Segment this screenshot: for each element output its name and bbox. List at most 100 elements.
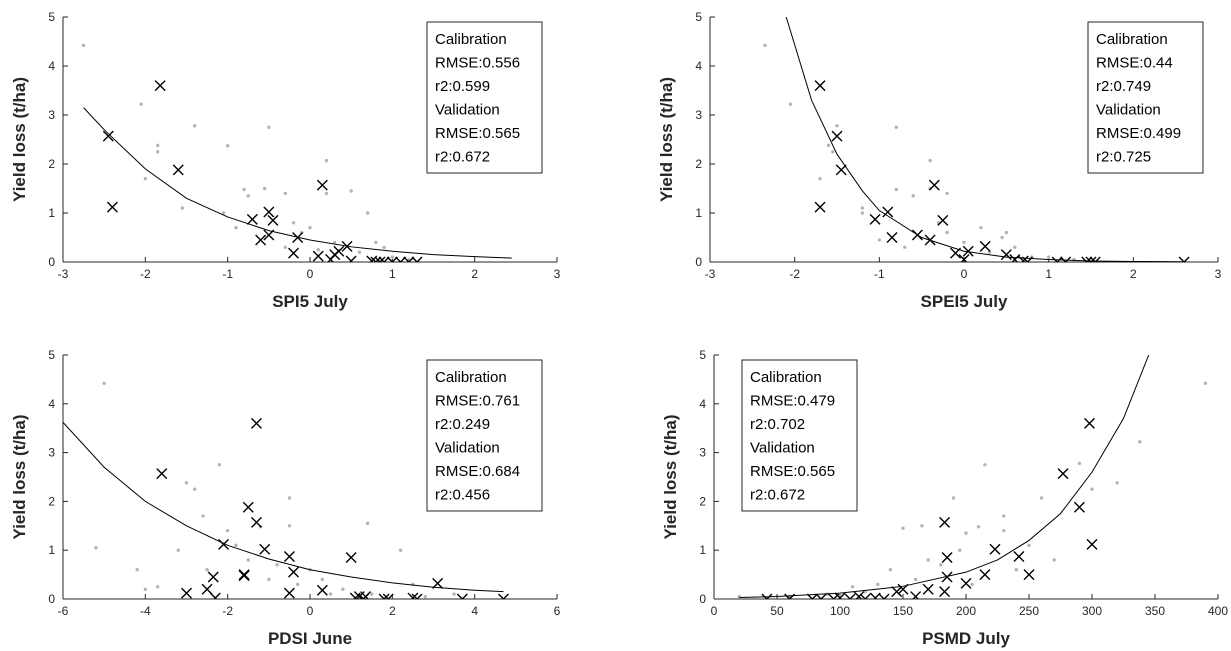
annotation-text: Calibration (750, 369, 822, 386)
calibration-point (1004, 230, 1009, 235)
calibration-point (926, 558, 930, 562)
y-tick-label: 0 (48, 255, 55, 269)
x-tick-label: 1 (1045, 267, 1052, 281)
validation-point (1081, 256, 1093, 262)
annotation-text: r2:0.672 (750, 487, 805, 504)
calibration-point (225, 144, 230, 148)
y-tick-label: 4 (48, 397, 55, 411)
calibration-point (970, 582, 974, 587)
x-axis-label: SPEI5 July (921, 292, 1008, 311)
calibration-point (826, 143, 831, 148)
calibration-point (983, 463, 987, 467)
x-tick-label: 2 (471, 267, 478, 281)
validation-point (316, 584, 328, 596)
calibration-point (945, 230, 949, 235)
validation-point (288, 566, 300, 578)
validation-point (312, 250, 324, 262)
x-tick-label: 50 (770, 604, 784, 618)
plot-area (63, 381, 509, 599)
calibration-point (365, 211, 370, 215)
validation-point (941, 552, 953, 564)
validation-point (316, 179, 328, 191)
x-axis-label: SPI5 July (272, 292, 348, 311)
x-tick-label: 4 (471, 604, 478, 618)
calibration-point (894, 125, 898, 129)
validation-point (154, 80, 166, 92)
validation-point (831, 130, 843, 142)
x-tick-label: -3 (58, 267, 69, 281)
validation-point (370, 256, 382, 262)
y-axis-label: Yield loss (t/ha) (10, 414, 29, 539)
calibration-point (283, 191, 287, 196)
validation-point (979, 240, 991, 252)
calibration-point (831, 150, 835, 154)
calibration-point (357, 250, 362, 254)
subplot: -3 -2 -1 0 1 2 3 0 1 2 3 4 5 SPEI5 July Yield loss (t/… (657, 10, 1222, 311)
validation-point (1023, 569, 1035, 581)
validation-point (806, 593, 818, 599)
calibration-point (246, 194, 250, 198)
fit-curve (785, 17, 1185, 262)
calibration-point (951, 496, 956, 500)
calibration-point (333, 240, 337, 245)
x-tick-label: 3 (554, 267, 561, 281)
x-tick-label: 100 (830, 604, 850, 618)
calibration-point (939, 563, 943, 567)
calibration-point (928, 158, 932, 163)
validation-point (979, 569, 991, 581)
annotation-text: Validation (750, 440, 815, 457)
validation-point (246, 213, 258, 225)
validation-point (283, 587, 295, 599)
validation-point (928, 179, 940, 191)
calibration-point (193, 124, 197, 128)
calibration-point (1027, 543, 1031, 548)
calibration-point (217, 463, 222, 467)
validation-point (1057, 468, 1069, 480)
calibration-point (382, 245, 386, 249)
y-tick-label: 5 (48, 348, 55, 362)
validation-point (910, 591, 922, 599)
validation-point (859, 593, 871, 599)
calibration-point (184, 481, 189, 485)
validation-point (209, 592, 221, 599)
annotation-box (1087, 21, 1204, 174)
validation-point (333, 245, 345, 257)
validation-point (939, 516, 951, 528)
x-tick-label: 200 (956, 604, 976, 618)
y-tick-label: 3 (699, 446, 706, 460)
calibration-point (275, 563, 279, 567)
validation-point (345, 552, 357, 564)
calibration-point (205, 568, 209, 572)
plot-area (737, 355, 1208, 599)
y-tick-label: 2 (695, 157, 702, 171)
validation-point (378, 593, 390, 599)
validation-point (218, 538, 230, 550)
calibration-point (818, 177, 822, 181)
calibration-point (324, 158, 329, 163)
calibration-point (976, 525, 981, 529)
annotation-box (741, 359, 858, 512)
calibration-point (180, 206, 185, 210)
validation-point (891, 586, 903, 598)
x-tick-label: 2 (1130, 267, 1137, 281)
annotation-text: RMSE:0.684 (435, 463, 520, 480)
annotation-text: r2:0.456 (435, 487, 490, 504)
y-axis-label: Yield loss (t/ha) (661, 414, 680, 539)
validation-point (960, 577, 972, 589)
validation-point (939, 586, 951, 598)
validation-point (238, 570, 250, 582)
calibration-point (979, 226, 983, 230)
annotation-text: r2:0.599 (435, 78, 490, 95)
calibration-point (320, 577, 325, 582)
plot-area (763, 17, 1190, 262)
calibration-point (176, 548, 180, 552)
calibration-point (242, 187, 246, 192)
calibration-point (341, 587, 345, 591)
validation-point (869, 592, 881, 599)
y-tick-label: 5 (48, 10, 55, 24)
calibration-point (398, 548, 403, 552)
calibration-point (911, 194, 915, 198)
calibration-point (1039, 496, 1044, 500)
annotation-text: Calibration (435, 369, 507, 386)
y-tick-label: 4 (695, 59, 702, 73)
